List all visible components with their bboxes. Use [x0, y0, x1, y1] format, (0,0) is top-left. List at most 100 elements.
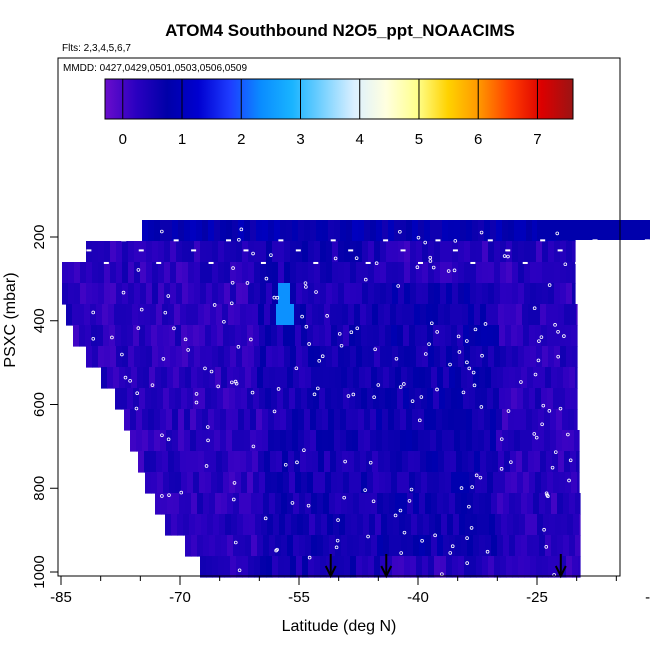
heatmap-cell [526, 409, 533, 431]
heatmap-cell [459, 514, 466, 536]
heatmap-cell [253, 472, 260, 494]
heatmap-cell [509, 367, 516, 389]
heatmap-cell [236, 241, 243, 263]
heatmap-cell [497, 535, 504, 557]
heatmap-cell [512, 283, 519, 305]
heatmap-cell [486, 451, 493, 473]
heatmap-cell [542, 283, 549, 305]
heatmap-cell [198, 304, 205, 326]
heatmap-cell [415, 388, 422, 410]
heatmap-cell [461, 493, 468, 515]
heatmap-cell [243, 514, 250, 536]
heatmap-cell [408, 451, 415, 473]
heatmap-cell [215, 367, 222, 389]
heatmap-cell [235, 388, 242, 410]
heatmap-cell [481, 388, 488, 410]
sample-point [540, 239, 546, 242]
heatmap-cell [452, 262, 459, 284]
sample-point [351, 392, 356, 397]
heatmap-cell [174, 304, 181, 326]
heatmap-cell [491, 367, 498, 389]
heatmap-cell [332, 346, 339, 368]
heatmap-cell [196, 409, 203, 431]
heatmap-cell [233, 493, 240, 515]
heatmap-cell [163, 388, 170, 410]
heatmap-cell [278, 241, 285, 263]
heatmap-cell [384, 304, 391, 326]
heatmap-cell [364, 409, 371, 431]
heatmap-cell [128, 241, 135, 263]
heatmap-cell [526, 220, 533, 242]
heatmap-cell [333, 514, 340, 536]
heatmap-cell [410, 241, 417, 263]
heatmap-cell [320, 262, 327, 284]
heatmap-cell [490, 430, 497, 452]
heatmap-cell [131, 367, 138, 389]
heatmap-cell [296, 262, 303, 284]
heatmap-cell [130, 430, 137, 452]
colorbar-tick-label: 4 [356, 131, 364, 148]
heatmap-cell [416, 262, 423, 284]
heatmap-cell [603, 220, 610, 240]
sample-point [410, 399, 415, 403]
heatmap-cell [244, 409, 251, 431]
heatmap-cell [486, 304, 493, 326]
sample-point [402, 382, 406, 386]
heatmap-cell [245, 535, 252, 557]
sample-point [163, 310, 168, 315]
sample-point [474, 473, 479, 478]
sample-point [506, 254, 510, 259]
heatmap-cell [401, 535, 408, 557]
heatmap-cell [415, 472, 422, 494]
heatmap-cell [572, 262, 576, 284]
heatmap-cell [136, 430, 143, 452]
heatmap-cell [479, 493, 486, 515]
heatmap-cell [461, 535, 468, 557]
heatmap-cell [426, 451, 433, 473]
sample-point [562, 334, 566, 338]
heatmap-cell [235, 325, 242, 347]
heatmap-cell [558, 451, 565, 473]
heatmap-cell [339, 514, 346, 536]
heatmap-cell [551, 367, 558, 389]
heatmap-cell [326, 556, 333, 578]
heatmap-cell [463, 388, 470, 410]
heatmap-cell [308, 556, 315, 578]
heatmap-cell [142, 409, 149, 431]
heatmap-cell [449, 367, 456, 389]
heatmap-cell [314, 283, 321, 305]
sample-point [206, 438, 210, 443]
sample-point [465, 561, 469, 565]
heatmap-cell [212, 262, 219, 284]
heatmap-cell [422, 556, 429, 578]
heatmap-cell [175, 472, 182, 494]
heatmap-cell [545, 493, 552, 515]
heatmap-cell [335, 535, 342, 557]
heatmap-cell [179, 493, 186, 515]
heatmap-cell [353, 535, 360, 557]
heatmap-cell [284, 241, 291, 263]
heatmap-cell [362, 262, 369, 284]
heatmap-cell [414, 451, 421, 473]
heatmap-cell [482, 262, 489, 284]
heatmap-cell [260, 283, 267, 305]
sample-point [312, 392, 317, 397]
sample-point [173, 239, 179, 242]
heatmap-cell [378, 451, 385, 473]
heatmap-cell [349, 472, 356, 494]
heatmap-cell [494, 556, 501, 578]
heatmap-cell [224, 556, 231, 578]
heatmap-cell [530, 262, 537, 284]
heatmap-cell [520, 409, 527, 431]
heatmap-cell [440, 556, 447, 578]
sample-point [269, 253, 273, 257]
heatmap-cell [572, 346, 578, 368]
heatmap-cell [356, 241, 363, 263]
heatmap-cell [90, 304, 97, 326]
heatmap-cell [242, 241, 249, 263]
heatmap-cell [532, 220, 539, 242]
heatmap-cell [404, 556, 411, 578]
heatmap-cell [104, 346, 111, 368]
heatmap-cell [170, 283, 177, 305]
